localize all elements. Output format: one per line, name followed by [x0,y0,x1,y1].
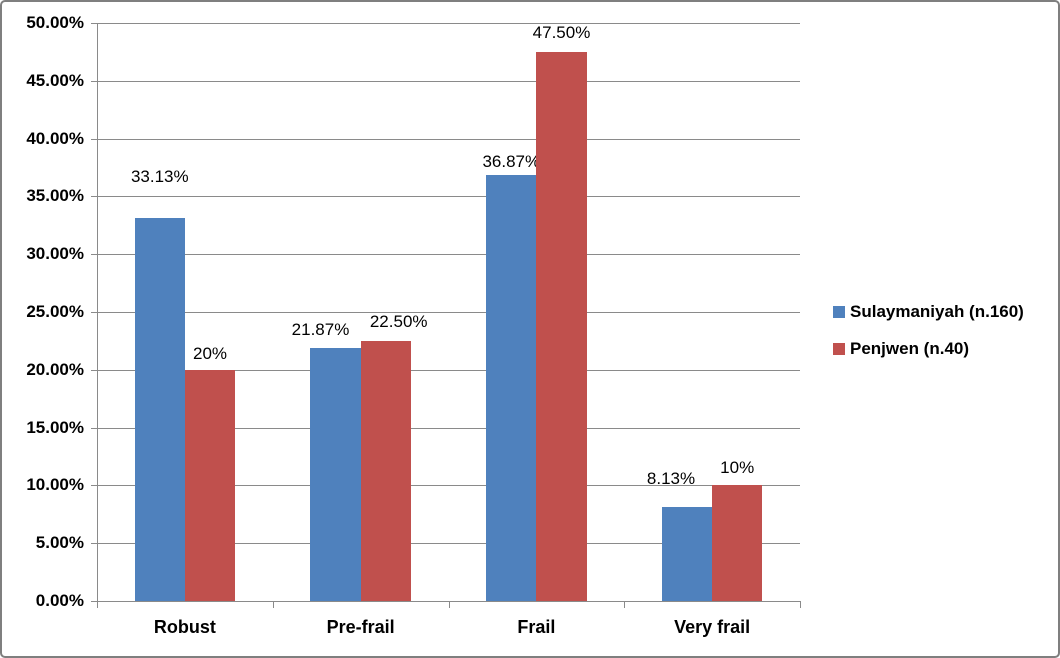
bar-sulaymaniyah-n-160 [134,218,185,601]
y-axis-tick-label: 5.00% [35,533,84,552]
gridline [97,23,800,24]
x-axis-tick [800,601,801,608]
y-axis-tick-label: 45.00% [26,71,84,90]
y-axis-tick [91,254,99,255]
x-axis-category-label: Robust [153,617,216,637]
bar-penjwen-n-40 [360,340,411,601]
y-axis-tick-label: 15.00% [26,418,84,437]
bar-penjwen-n-40 [184,369,236,601]
x-axis-tick [449,601,450,608]
y-axis-tick [91,139,99,140]
y-axis-tick [91,23,99,24]
y-axis-tick [91,601,99,602]
y-axis-tick [91,428,99,429]
y-axis-tick-label: 0.00% [35,591,84,610]
legend-label: Sulaymaniyah (n.160) [850,302,1024,321]
y-axis-tick [91,312,99,313]
y-axis-tick-label: 50.00% [26,13,84,32]
y-axis-tick-label: 25.00% [26,302,84,321]
x-axis-category-label: Frail [517,617,556,637]
x-axis-category-label: Very frail [674,617,751,637]
y-axis-tick-label: 10.00% [26,475,84,494]
gridline [97,485,800,486]
gridline [97,196,800,197]
y-axis-tick-label: 35.00% [26,186,84,205]
y-axis-tick [91,196,99,197]
gridline [97,81,800,82]
bar-penjwen-n-40 [712,485,763,601]
bar-sulaymaniyah-n-160 [310,348,361,601]
data-label: 8.13% [646,469,696,488]
data-label: 10% [720,458,755,478]
x-axis-category-label: Pre-frail [326,617,395,637]
y-axis-tick [91,543,99,544]
data-label: 36.87% [482,151,541,171]
data-label: 22.50% [369,311,428,331]
data-label: 21.87% [291,320,350,340]
legend-color-swatch [833,343,845,355]
gridline [97,428,800,429]
legend-color-swatch [833,306,845,318]
y-axis-tick-label: 40.00% [26,129,84,148]
x-axis-tick [273,601,274,608]
gridline [97,254,800,255]
bar-sulaymaniyah-n-160 [661,507,713,601]
data-label: 20% [192,343,228,363]
x-axis-line [97,601,800,602]
y-axis-tick [91,485,99,486]
gridline [97,370,800,371]
bar-sulaymaniyah-n-160 [486,174,537,601]
y-axis-tick [91,370,99,371]
gridline [97,312,800,313]
x-axis-tick [97,601,98,608]
x-axis-tick [624,601,625,608]
data-label: 33.13% [130,167,189,186]
y-axis-tick [91,81,99,82]
y-axis-tick-label: 30.00% [26,244,84,263]
bar-penjwen-n-40 [536,51,587,601]
gridline [97,139,800,140]
legend-label: Penjwen (n.40) [850,339,970,358]
data-label: 47.50% [532,22,591,42]
y-axis-tick-label: 20.00% [26,360,84,379]
y-axis-line [97,23,98,601]
gridline [97,543,800,544]
